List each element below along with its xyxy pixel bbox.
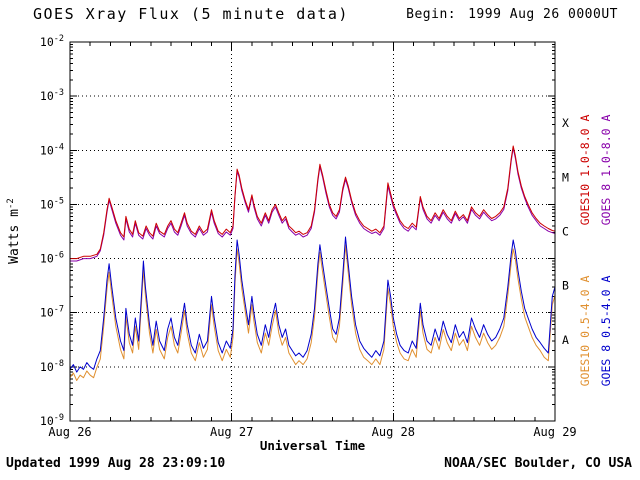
begin-timestamp: Begin: 1999 Aug 26 0000UT [406, 7, 618, 22]
begin-value: 1999 Aug 26 0000UT [468, 7, 618, 22]
series-line-goes10-0-5-4-0-a [70, 244, 555, 381]
x-day-label: Aug 28 [372, 425, 415, 439]
begin-label: Begin: [406, 7, 457, 22]
chart-title: GOES Xray Flux (5 minute data) [33, 5, 349, 23]
plot-series [70, 145, 555, 381]
series-line-goes-8-1-0-8-0-a [70, 147, 555, 262]
plot-gridlines [70, 42, 555, 421]
y-axis-title: Watts m-2 [6, 198, 22, 264]
flare-class-letter: A [562, 333, 569, 347]
legend-goes8-short: GOES 8 0.5-4.0 A [599, 275, 613, 387]
series-line-goes-8-0-5-4-0-a [70, 236, 555, 373]
x-day-label: Aug 26 [48, 425, 91, 439]
x-axis-title: Universal Time [259, 438, 366, 453]
y-tick-label: 10-4 [40, 142, 64, 157]
y-tick-label: 10-3 [40, 88, 64, 103]
plot-ticks [70, 42, 555, 421]
y-tick-label: 10-8 [40, 359, 64, 374]
y-tick-label: 10-5 [40, 196, 64, 211]
plot-border [69, 41, 556, 422]
flare-class-letter: C [562, 225, 569, 239]
legend-goes10-long: GOES10 1.0-8.0 A [578, 114, 592, 226]
plot-flare-class-letters: X M C B A [562, 116, 569, 347]
legend-goes10-short: GOES10 0.5-4.0 A [578, 275, 592, 387]
y-tick-label: 10-2 [40, 34, 64, 49]
y-tick-label: 10-6 [40, 251, 64, 266]
x-day-label: Aug 27 [210, 425, 253, 439]
series-line-goes10-1-0-8-0-a [70, 145, 555, 260]
y-tick-label: 10-7 [40, 305, 64, 320]
flare-class-letter: X [562, 116, 569, 130]
legend-goes8-long: GOES 8 1.0-8.0 A [599, 114, 613, 226]
y-tick-label: 10-9 [40, 413, 64, 428]
x-day-label: Aug 29 [533, 425, 576, 439]
y-axis-title-base: Watts m [7, 209, 23, 264]
flare-class-letter: B [562, 279, 569, 293]
y-axis-title-exponent: -2 [5, 198, 16, 210]
credit-text: NOAA/SEC Boulder, CO USA [444, 456, 632, 471]
flare-class-letter: M [562, 170, 569, 184]
updated-timestamp: Updated 1999 Aug 28 23:09:10 [6, 456, 226, 471]
plot-y-tick-labels: 10-2 10-3 10-4 10-5 10-6 10-7 10-8 10-9 [40, 34, 64, 428]
plot-x-day-labels: Aug 26 Aug 27 Aug 28 Aug 29 [48, 425, 576, 439]
